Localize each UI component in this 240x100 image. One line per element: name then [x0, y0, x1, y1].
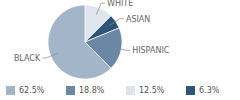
legend-swatch	[126, 86, 135, 95]
legend-label: 62.5%	[19, 86, 45, 95]
leader-line	[110, 19, 124, 26]
legend-label: 18.8%	[79, 86, 105, 95]
legend: 62.5% 18.8% 12.5% 6.3%	[6, 86, 220, 95]
legend-label: 12.5%	[139, 86, 165, 95]
chart: WHITE ASIAN HISPANIC BLACK 62.5% 18.8% 12.5% 6.…	[0, 0, 240, 100]
legend-swatch	[66, 86, 75, 95]
legend-label: 6.3%	[199, 86, 220, 95]
leader-line	[96, 3, 105, 14]
legend-swatch	[6, 86, 15, 95]
slice-label: HISPANIC	[132, 46, 170, 55]
slice-labels: WHITE ASIAN HISPANIC BLACK	[14, 0, 170, 63]
leader-line	[42, 53, 57, 58]
slice-label: ASIAN	[126, 14, 150, 23]
slice-label: BLACK	[14, 54, 41, 63]
slice	[48, 5, 111, 79]
legend-swatch	[186, 86, 195, 95]
slice-label: WHITE	[107, 0, 133, 8]
leader-line	[114, 48, 130, 50]
pie	[48, 5, 122, 79]
